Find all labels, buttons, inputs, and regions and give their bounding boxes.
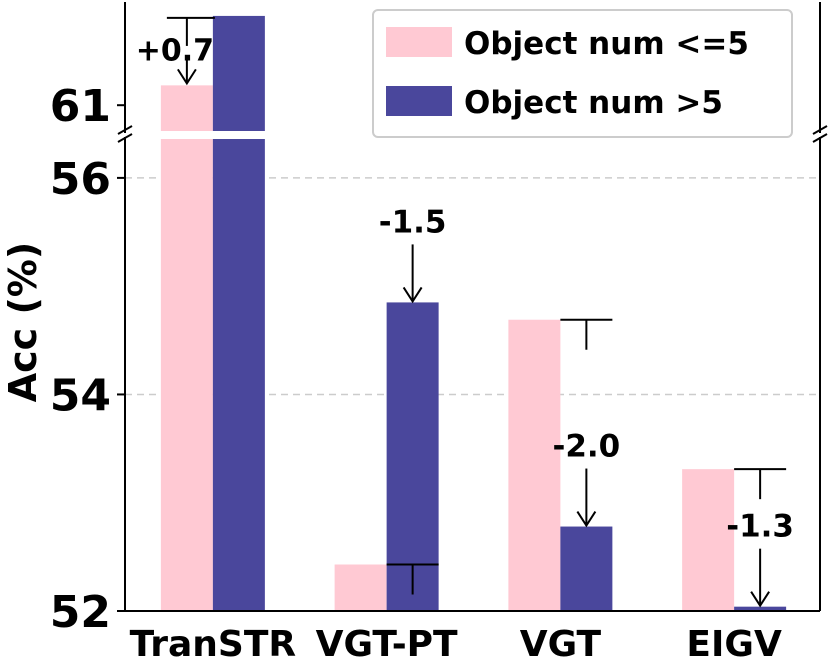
annotations: +0.7 -1.5 -2.0 -1.3	[136, 16, 794, 608]
y-tick-label-61: 61	[50, 81, 111, 132]
annotation-label-transtr: +0.7	[136, 34, 214, 69]
y-tick-label-56: 56	[50, 154, 111, 205]
x-tick-label-vgt-pt: VGT-PT	[316, 624, 458, 665]
break-mark-top-0	[117, 125, 133, 135]
legend-label-gt5: Object num >5	[464, 85, 723, 121]
x-tick-label-eigv: EIGV	[686, 624, 782, 665]
annotation-label-eigv: -1.3	[726, 509, 794, 545]
grid-lines	[125, 177, 820, 396]
legend-label-le5: Object num <=5	[464, 26, 749, 62]
bar-vgt-series1	[508, 319, 561, 611]
bar-eigv-series1	[682, 469, 735, 611]
legend-box	[372, 9, 793, 138]
x-tick-labels: TranSTR VGT-PT VGT EIGV	[130, 624, 782, 665]
bar-vgt-pt-series1	[334, 564, 387, 611]
annotation-eigv: -1.3	[726, 468, 794, 608]
bar-transtr-series1	[160, 85, 213, 612]
y-tick-label-52: 52	[50, 587, 111, 638]
bar-vgt-series2	[560, 526, 613, 611]
annotation-label-vgt-pt: -1.5	[379, 204, 447, 240]
x-tick-label-vgt: VGT	[520, 624, 602, 665]
axes	[117, 2, 828, 612]
y-ticks: 52 54 56 61	[50, 81, 125, 638]
legend-swatch-gt5	[386, 86, 452, 116]
annotation-transtr: +0.7	[136, 16, 215, 86]
bar-vgt-pt-series2	[386, 302, 439, 611]
break-mark-bottom-0	[117, 133, 133, 143]
bars	[127, 15, 818, 612]
break-mark-bottom-1	[812, 133, 828, 143]
x-tick-label-transtr: TranSTR	[130, 624, 296, 665]
annotation-label-vgt: -2.0	[552, 429, 620, 465]
annotation-vgt: -2.0	[552, 318, 620, 528]
bar-transtr-series2	[212, 15, 265, 612]
break-mark-top-1	[812, 125, 828, 135]
y-tick-label-54: 54	[50, 370, 111, 421]
annotation-vgt-pt: -1.5	[379, 204, 447, 595]
bar-eigv-series2	[734, 606, 787, 611]
legend-swatch-le5	[386, 27, 452, 57]
legend: Object num <=5 Object num >5	[372, 9, 793, 138]
y-axis-label: Acc (%)	[1, 242, 45, 403]
